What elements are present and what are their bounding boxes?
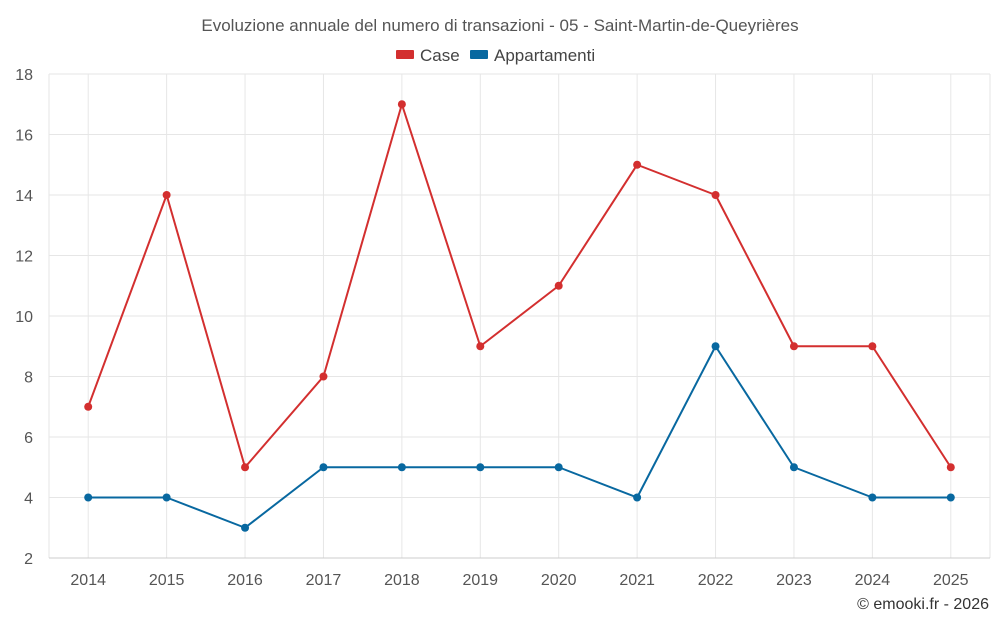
y-tick-label: 16 (15, 128, 33, 145)
y-tick-label: 12 (15, 249, 33, 266)
x-tick-label: 2018 (384, 572, 420, 589)
legend-label-case: Case (420, 46, 460, 65)
data-point-case-2015[interactable] (162, 191, 171, 199)
data-point-case-2021[interactable] (633, 160, 642, 169)
x-tick-label: 2014 (70, 572, 106, 589)
data-point-appartamenti-2018[interactable] (397, 463, 406, 472)
y-tick-label: 2 (24, 551, 33, 568)
legend-label-appartamenti: Appartamenti (494, 46, 595, 65)
data-point-appartamenti-2022[interactable] (711, 342, 720, 351)
data-point-appartamenti-2015[interactable] (162, 493, 171, 502)
data-point-appartamenti-2021[interactable] (633, 493, 642, 502)
series-case (84, 100, 955, 472)
x-tick-label: 2016 (227, 572, 263, 589)
y-tick-label: 18 (15, 67, 33, 84)
legend-item-case[interactable]: Case (396, 46, 460, 65)
legend-item-appartamenti[interactable]: Appartamenti (470, 46, 595, 65)
data-point-case-2016[interactable] (241, 463, 250, 472)
series-layer (84, 100, 955, 532)
data-point-case-2025[interactable] (946, 463, 955, 472)
x-tick-label: 2025 (933, 572, 969, 589)
data-point-appartamenti-2014[interactable] (84, 493, 93, 502)
x-tick-label: 2022 (698, 572, 734, 589)
y-tick-label: 8 (24, 370, 33, 387)
series-line-appartamenti (88, 345, 951, 529)
data-point-case-2020[interactable] (554, 281, 563, 290)
axes: 2 4 6 8 10 12 14 16 18 2014 2015 2016 2017 2018 2019 20… (15, 67, 968, 589)
x-tick-label: 2019 (462, 572, 498, 589)
data-point-appartamenti-2023[interactable] (789, 463, 798, 472)
data-point-case-2014[interactable] (84, 402, 93, 411)
series-appartamenti (84, 342, 955, 532)
y-tick-label: 6 (24, 430, 33, 447)
y-tick-label: 4 (24, 491, 33, 508)
data-point-appartamenti-2017[interactable] (319, 463, 328, 472)
legend-swatch-case (396, 50, 414, 59)
data-point-appartamenti-2020[interactable] (554, 463, 563, 472)
chart-title: Evoluzione annuale del numero di transaz… (201, 16, 798, 35)
data-point-case-2017[interactable] (319, 372, 328, 381)
x-tick-label: 2020 (541, 572, 577, 589)
x-tick-label: 2015 (149, 572, 185, 589)
legend-swatch-appartamenti (470, 50, 488, 59)
y-tick-label: 14 (15, 188, 33, 205)
data-point-case-2023[interactable] (789, 342, 798, 351)
x-tick-label: 2021 (619, 572, 655, 589)
data-point-appartamenti-2019[interactable] (476, 463, 485, 472)
x-tick-label: 2017 (306, 572, 342, 589)
y-tick-label: 10 (15, 309, 33, 326)
data-point-case-2022[interactable] (711, 191, 720, 199)
legend: Case Appartamenti (396, 46, 595, 65)
data-point-case-2019[interactable] (476, 342, 485, 351)
data-point-appartamenti-2024[interactable] (868, 493, 877, 502)
data-point-case-2024[interactable] (868, 342, 877, 351)
data-point-case-2018[interactable] (397, 100, 406, 109)
grid (48, 73, 991, 559)
data-point-appartamenti-2025[interactable] (946, 493, 955, 502)
data-point-appartamenti-2016[interactable] (241, 523, 250, 532)
series-line-case (87, 103, 952, 469)
x-tick-label: 2023 (776, 572, 812, 589)
credit-text: © emooki.fr - 2026 (857, 596, 989, 613)
x-tick-label: 2024 (855, 572, 891, 589)
